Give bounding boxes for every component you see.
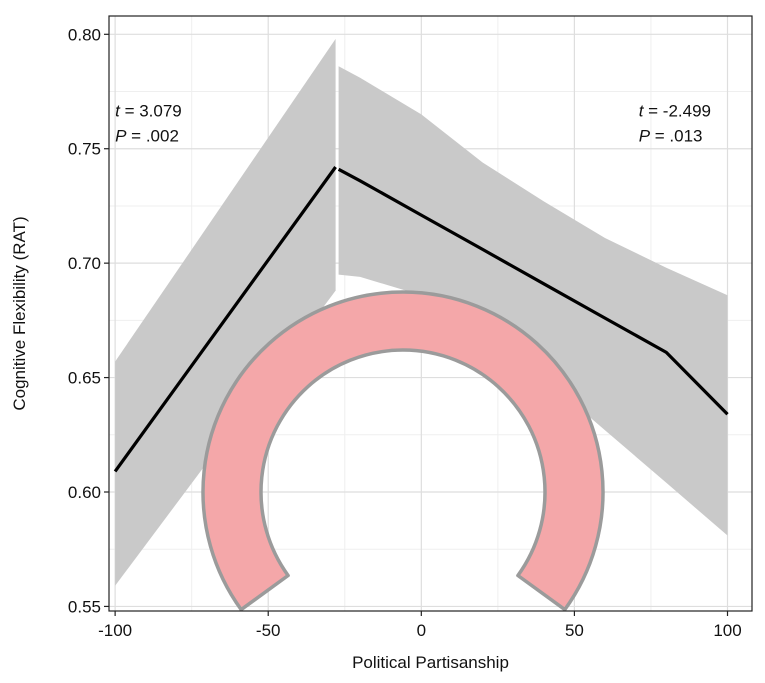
x-axis-label: Political Partisanship	[352, 653, 509, 672]
annotation-p-1: P = .002	[115, 127, 179, 146]
x-tick-label: 50	[565, 621, 584, 640]
annotation-t-1: t = 3.079	[115, 102, 182, 121]
y-tick-label: 0.60	[68, 483, 101, 502]
confidence-band-1	[115, 38, 336, 586]
annotation-p-symbol: P	[115, 127, 127, 146]
arc-shape	[201, 290, 605, 612]
confidence-bands	[115, 38, 728, 586]
regression-lines	[113, 166, 729, 473]
annotation-p-value: = .002	[126, 127, 178, 146]
annotation-t-value: = -2.499	[643, 102, 711, 121]
annotation-t-value: = 3.079	[120, 102, 182, 121]
x-tick-label: 0	[417, 621, 426, 640]
plot-frame	[108, 15, 753, 612]
x-tick-label: 100	[713, 621, 741, 640]
y-tick-label: 0.65	[68, 369, 101, 388]
x-tick-label: -50	[256, 621, 281, 640]
regression-line-1	[113, 166, 337, 473]
annotation-p-symbol: P	[639, 127, 651, 146]
x-axis-ticks: -100 -50 0 50 100	[98, 611, 742, 640]
arc-overlay	[201, 290, 605, 612]
y-tick-label: 0.70	[68, 254, 101, 273]
y-tick-label: 0.55	[68, 597, 101, 616]
x-tick-label: -100	[98, 621, 132, 640]
y-tick-label: 0.80	[68, 25, 101, 44]
annotation-t-2: t = -2.499	[639, 102, 711, 121]
annotation-p-2: P = .013	[639, 127, 703, 146]
y-axis-label: Cognitive Flexibility (RAT)	[10, 216, 29, 410]
regression-line-2	[337, 167, 729, 416]
annotation-p-value: = .013	[650, 127, 702, 146]
annotation-t-symbol: t	[115, 102, 121, 121]
y-axis-ticks: 0.55 0.60 0.65 0.70 0.75 0.80	[68, 25, 109, 616]
confidence-band-2	[338, 66, 728, 536]
annotation-t-symbol: t	[639, 102, 645, 121]
annotations: t = 3.079 P = .002 t = -2.499 P = .013	[115, 102, 711, 146]
y-tick-label: 0.75	[68, 140, 101, 159]
